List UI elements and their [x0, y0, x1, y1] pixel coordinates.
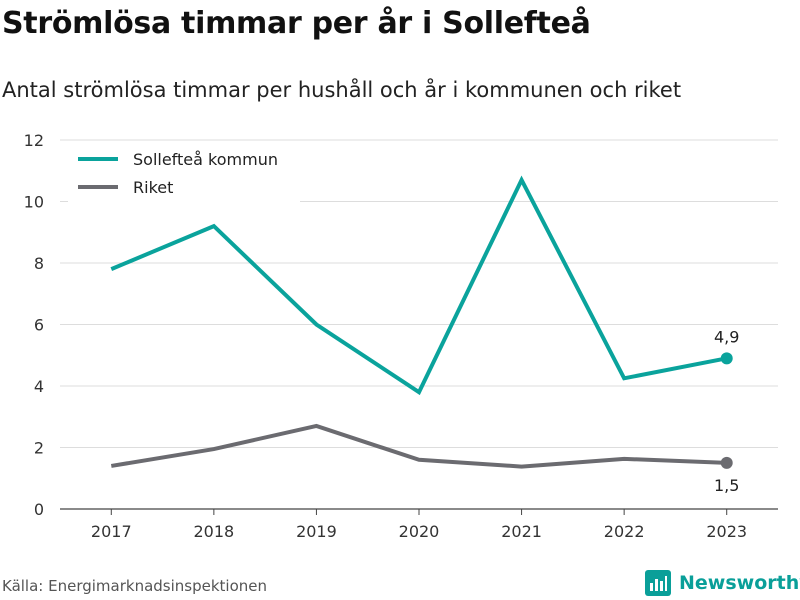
x-tick-label: 2023 [706, 522, 747, 541]
legend: Sollefteå kommun Riket [68, 143, 300, 205]
end-point [720, 456, 733, 469]
legend-background [68, 143, 300, 205]
end-value-label: 1,5 [714, 476, 739, 495]
y-tick-label: 8 [34, 254, 44, 273]
legend-label: Sollefteå kommun [133, 150, 278, 169]
x-axis: 2017 2018 2019 2020 2021 2022 2023 [60, 508, 778, 541]
y-axis-ticks: 0 2 4 6 8 10 12 [24, 131, 44, 519]
x-tick-label: 2019 [296, 522, 337, 541]
x-tick-label: 2022 [604, 522, 645, 541]
brand-logo: Newsworthy [645, 570, 800, 596]
chart-subtitle: Antal strömlösa timmar per hushåll och å… [2, 78, 682, 102]
y-tick-label: 4 [34, 377, 44, 396]
source-note: Källa: Energimarknadsinspektionen [2, 577, 268, 595]
series-line [110, 423, 727, 469]
y-tick-label: 6 [34, 316, 44, 335]
y-tick-label: 0 [34, 500, 44, 519]
brand-name: Newsworthy [679, 572, 800, 594]
legend-label: Riket [133, 178, 173, 197]
series-line [110, 175, 728, 396]
series-lines: 4,9 1,5 [110, 175, 739, 495]
y-tick-label: 2 [34, 439, 44, 458]
x-tick-label: 2017 [91, 522, 132, 541]
x-tick-label: 2020 [399, 522, 440, 541]
chart-title: Strömlösa timmar per år i Sollefteå [2, 6, 591, 41]
x-tick-label: 2021 [501, 522, 542, 541]
end-point [720, 352, 733, 365]
end-value-label: 4,9 [714, 327, 739, 346]
y-tick-label: 12 [24, 131, 44, 150]
y-tick-label: 10 [24, 193, 44, 212]
x-tick-label: 2018 [193, 522, 234, 541]
newsworthy-logo-icon [645, 570, 671, 596]
